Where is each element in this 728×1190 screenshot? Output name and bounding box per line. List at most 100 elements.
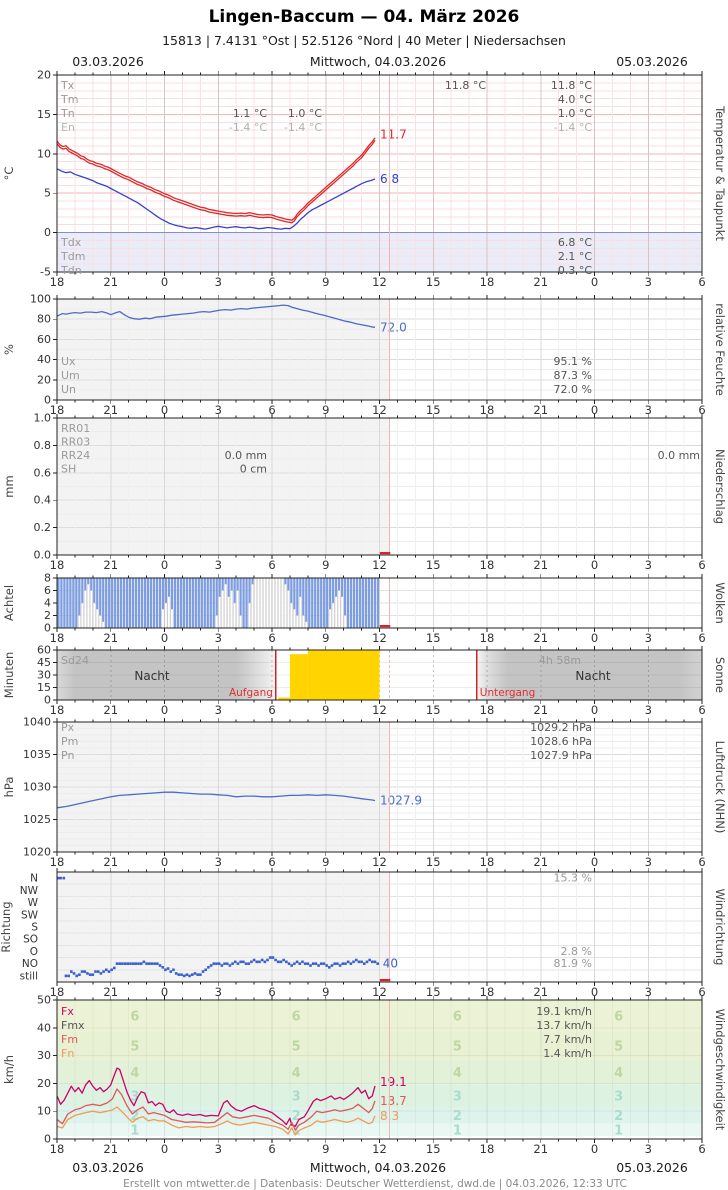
x-tick-label: 9 (322, 703, 329, 717)
stat-value: 1028.6 hPa (530, 735, 592, 748)
forecast-mark (386, 979, 389, 982)
x-tick-label: 21 (533, 855, 548, 869)
x-tick-label: 15 (426, 403, 441, 417)
y-tick-label: 0 (44, 394, 51, 407)
stat-label-Un: Un (61, 383, 76, 396)
x-tick-label: 18 (50, 1142, 65, 1156)
x-tick-label: 0 (161, 1142, 168, 1156)
stat-label-Pm: Pm (61, 735, 78, 748)
y-tick-label: 0 (44, 1133, 51, 1146)
y-tick-label: 10 (37, 1105, 51, 1118)
forecast-mark (388, 625, 391, 628)
x-tick-label: 0 (161, 275, 168, 289)
y-tick-label: 20 (37, 373, 51, 386)
sun-duration-total: 4h 58m (539, 654, 581, 667)
x-tick-label: 9 (322, 631, 329, 645)
stat-value: 72.0 % (554, 383, 592, 396)
y-tick-label: 60 (37, 644, 51, 657)
beaufort-number: 6 (614, 1009, 623, 1024)
x-tick-label: 3 (645, 985, 652, 999)
beaufort-number: 3 (130, 1089, 139, 1104)
x-tick-label: 9 (322, 1142, 329, 1156)
y-tick-label: 30 (37, 669, 51, 682)
forecast-mark (381, 625, 385, 628)
x-tick-label: 12 (372, 703, 387, 717)
stat-value: -1.4 °C (229, 121, 267, 134)
x-tick-label: 3 (645, 703, 652, 717)
stat-label-Tdn: Tdn (60, 264, 82, 277)
stat-value: 87.3 % (554, 369, 592, 382)
forecast-mark (379, 625, 383, 628)
x-tick-label: 21 (533, 275, 548, 289)
stat-value: 0.0 mm (658, 449, 700, 462)
wind-dir-row-NO: NO (22, 958, 38, 970)
x-tick-label: 9 (322, 855, 329, 869)
beaufort-number: 5 (292, 1039, 301, 1054)
x-tick-label: 9 (322, 985, 329, 999)
beaufort-number: 1 (453, 1123, 462, 1138)
stat-label-RR03: RR03 (61, 436, 90, 449)
beaufort-band-4 (57, 1059, 702, 1085)
y-tick-label: 1.0 (34, 412, 52, 425)
x-tick-label: 0 (591, 275, 598, 289)
night-label-left: Nacht (134, 669, 170, 683)
y-tick-label: 0.6 (34, 466, 52, 479)
axis-label-right: Windrichtung (713, 889, 727, 966)
stat-label-Um: Um (61, 369, 80, 382)
stat-value: 0 cm (240, 463, 267, 476)
x-tick-label: 18 (480, 403, 495, 417)
stat-value: 1029.2 hPa (530, 721, 592, 734)
beaufort-number: 3 (614, 1089, 623, 1104)
x-tick-label: 18 (50, 275, 65, 289)
beaufort-number: 1 (614, 1123, 623, 1138)
beaufort-band-0 (57, 1136, 702, 1139)
x-tick-label: 3 (215, 1142, 222, 1156)
y-tick-label: 30 (37, 1049, 51, 1062)
y-tick-label: 40 (37, 1021, 51, 1034)
stat-label-Tx: Tx (60, 79, 75, 92)
x-tick-label: 3 (645, 1142, 652, 1156)
beaufort-number: 4 (130, 1066, 139, 1081)
end-label-Fm: 13.7 (380, 1094, 407, 1108)
y-tick-label: 10 (37, 147, 51, 160)
legend-Fm: Fm (61, 1033, 78, 1046)
x-tick-label: 9 (322, 403, 329, 417)
axis-label-right: Niederschlag (713, 449, 727, 524)
beaufort-number: 3 (453, 1089, 462, 1104)
beaufort-number: 2 (453, 1109, 462, 1124)
x-tick-label: 3 (215, 403, 222, 417)
x-tick-label: 0 (161, 631, 168, 645)
end-label-Temperatur: 11.7 (380, 127, 407, 141)
stat-value: 2.1 °C (558, 250, 592, 263)
axis-label-right: Temperatur & Taupunkt (713, 105, 727, 241)
x-tick-label: 6 (698, 275, 705, 289)
x-tick-label: 21 (103, 275, 118, 289)
v-gridlines (74, 722, 685, 852)
x-tick-label: 21 (103, 985, 118, 999)
y-tick-label: 6 (44, 584, 51, 597)
x-tick-label: 15 (426, 631, 441, 645)
y-tick-label: 80 (37, 313, 51, 326)
wind-dir-row-NW: NW (20, 885, 39, 897)
beaufort-number: 4 (292, 1066, 301, 1081)
bottom-date-center: Mittwoch, 04.03.2026 (310, 1160, 446, 1175)
wind-dir-row-W: W (28, 897, 39, 909)
x-tick-label: 3 (215, 985, 222, 999)
x-tick-label: 21 (533, 558, 548, 572)
forecast-mark (386, 552, 389, 555)
x-tick-label: 15 (426, 855, 441, 869)
bottom-date-right: 05.03.2026 (616, 1160, 688, 1175)
stat-value: 1.1 °C (233, 107, 267, 120)
top-date-center: Mittwoch, 04.03.2026 (310, 54, 446, 69)
x-tick-label: 18 (480, 985, 495, 999)
x-tick-label: 3 (645, 558, 652, 572)
x-tick-label: 9 (322, 558, 329, 572)
x-tick-label: 3 (645, 631, 652, 645)
beaufort-number: 2 (130, 1109, 139, 1124)
beaufort-number: 2 (292, 1109, 301, 1124)
night-region-right (476, 650, 702, 700)
